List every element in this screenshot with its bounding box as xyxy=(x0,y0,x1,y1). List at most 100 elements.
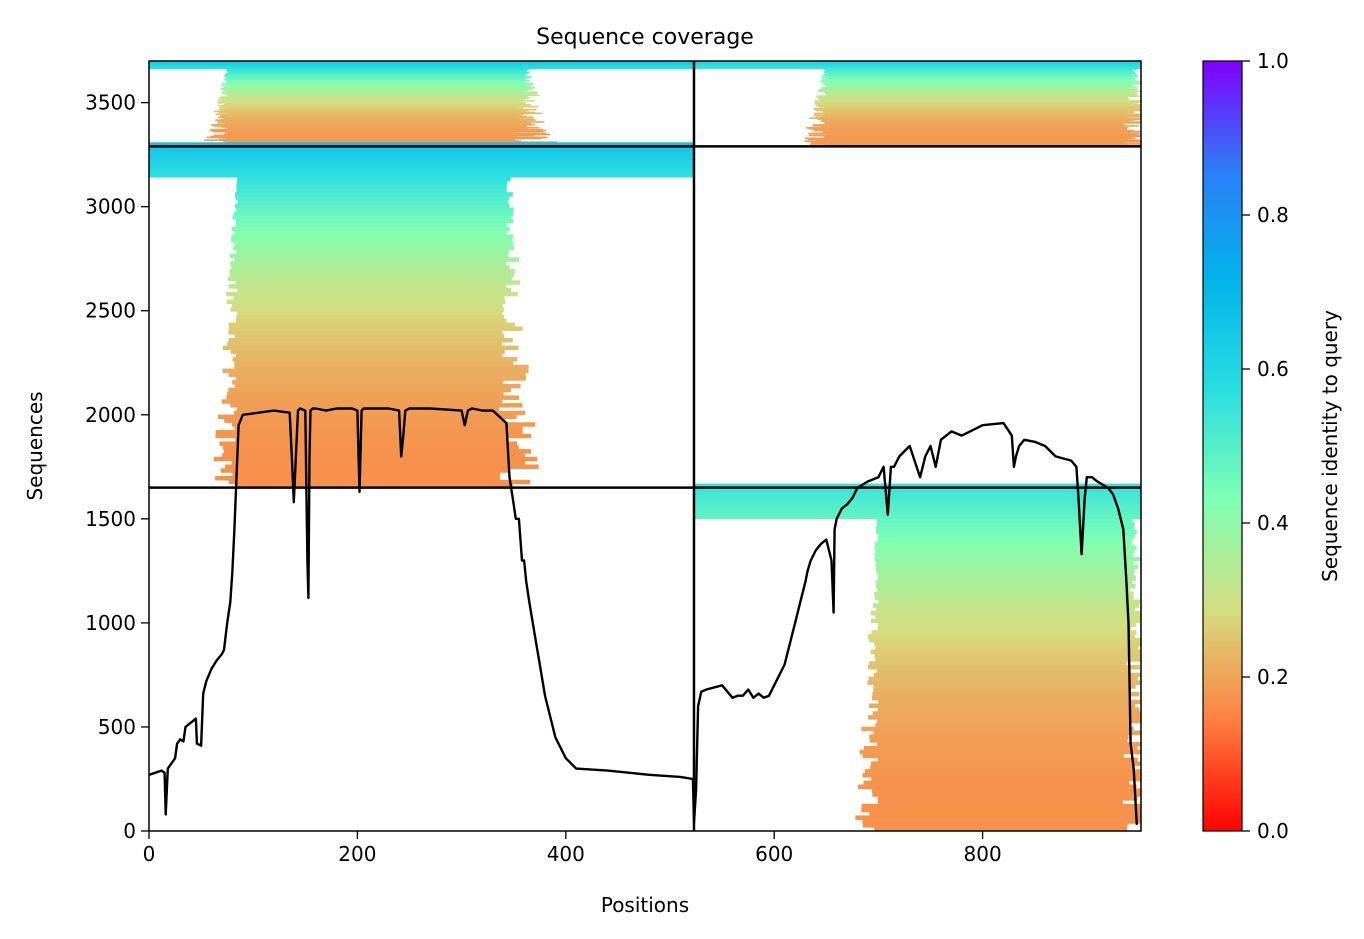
coverage-band xyxy=(218,138,515,141)
coverage-band xyxy=(235,353,503,358)
coverage-band xyxy=(231,460,526,466)
coverage-band xyxy=(222,92,537,95)
coverage-band xyxy=(149,142,694,147)
coverage-band xyxy=(819,97,1129,99)
coverage-band xyxy=(204,139,516,142)
coverage-band xyxy=(235,203,510,209)
coverage-band xyxy=(234,334,505,339)
coverage-band xyxy=(874,641,1141,647)
coverage-band xyxy=(825,93,1138,96)
coverage-band xyxy=(874,556,1141,562)
coverage-band xyxy=(222,452,525,458)
coverage-band xyxy=(231,226,510,232)
coverage-band xyxy=(226,69,528,72)
coverage-band xyxy=(149,165,694,170)
coverage-band xyxy=(229,268,515,274)
coverage-band xyxy=(220,114,520,117)
coverage-band xyxy=(230,307,505,312)
coverage-band xyxy=(231,265,510,270)
coverage-band xyxy=(823,68,1137,71)
coverage-band xyxy=(235,222,507,228)
coverage-band xyxy=(808,127,1127,130)
coverage-band xyxy=(237,176,511,182)
coverage-band xyxy=(824,136,1131,139)
coverage-band xyxy=(227,72,529,74)
coverage-band xyxy=(693,499,1141,504)
coverage-band xyxy=(855,815,1141,820)
coverage-band xyxy=(814,100,1141,102)
coverage-band xyxy=(227,127,528,130)
coverage-band xyxy=(872,711,1141,716)
coverage-band xyxy=(215,429,523,435)
coverage-band xyxy=(222,99,524,101)
coverage-band xyxy=(693,64,1141,67)
coverage-band xyxy=(220,109,529,112)
colorbar xyxy=(1202,60,1243,832)
coverage-band xyxy=(864,769,1141,774)
coverage-band xyxy=(877,537,1132,543)
coverage-band xyxy=(813,124,1125,126)
coverage-band xyxy=(224,107,524,110)
coverage-band xyxy=(822,130,1141,133)
coverage-band xyxy=(813,107,1140,110)
coverage-band xyxy=(220,125,527,128)
coverage-band xyxy=(223,449,532,454)
coverage-band xyxy=(870,618,1141,624)
coverage-band xyxy=(867,664,1140,670)
coverage-band xyxy=(220,101,521,103)
coverage-band xyxy=(862,823,1128,828)
coverage-band xyxy=(149,146,694,151)
coverage-band xyxy=(693,506,1141,512)
coverage-band xyxy=(822,82,1141,85)
coverage-band xyxy=(222,445,519,450)
coverage-band xyxy=(875,564,1139,570)
colorbar-tick-label: 0.2 xyxy=(1257,665,1289,689)
coverage-band xyxy=(861,726,1134,732)
coverage-band xyxy=(693,66,1141,69)
coverage-band xyxy=(822,75,1138,77)
coverage-band xyxy=(821,77,1138,79)
coverage-band xyxy=(228,479,531,485)
colorbar-tick-label: 0.6 xyxy=(1257,357,1289,381)
coverage-band xyxy=(875,657,1141,662)
colorbar-label: Sequence identity to query xyxy=(1318,310,1342,582)
coverage-band xyxy=(149,169,694,174)
coverage-band xyxy=(869,661,1127,666)
y-axis-ticks: 0 500 1000 1500 2000 2500 3000 3500 xyxy=(85,91,149,843)
coverage-band xyxy=(230,272,515,278)
coverage-band xyxy=(225,97,530,99)
coverage-band xyxy=(878,533,1135,539)
coverage-band xyxy=(226,132,547,135)
coverage-band xyxy=(817,103,1141,106)
coverage-band xyxy=(219,441,518,446)
coverage-band xyxy=(873,672,1141,678)
coverage-band xyxy=(222,121,545,123)
coverage-band xyxy=(825,94,1137,97)
coverage-band xyxy=(226,395,520,400)
coverage-band xyxy=(236,184,507,190)
coverage-band xyxy=(875,568,1135,574)
coverage-band xyxy=(221,118,536,120)
coverage-band xyxy=(878,699,1141,705)
coverage-band xyxy=(221,82,534,85)
x-tick-label: 0 xyxy=(143,842,156,866)
coverage-band xyxy=(876,522,1135,527)
y-tick-label: 1000 xyxy=(85,611,136,635)
plot-frame xyxy=(148,60,1142,832)
coverage-band xyxy=(813,114,1140,117)
coverage-band xyxy=(693,514,1141,519)
coverage-band xyxy=(236,188,507,193)
coverage-band xyxy=(816,109,1141,112)
coverage-band xyxy=(234,257,520,262)
coverage-band xyxy=(224,73,527,75)
coverage-band xyxy=(226,299,506,305)
coverage-band xyxy=(872,603,1140,608)
coverage-band xyxy=(825,92,1135,95)
coverage-band xyxy=(237,311,503,316)
coverage-band xyxy=(693,491,1141,496)
coverage-band xyxy=(215,113,524,116)
coverage-band xyxy=(868,637,1141,643)
coverage-band xyxy=(868,715,1141,720)
coverage-band xyxy=(873,684,1136,689)
coverage-band xyxy=(235,437,508,443)
